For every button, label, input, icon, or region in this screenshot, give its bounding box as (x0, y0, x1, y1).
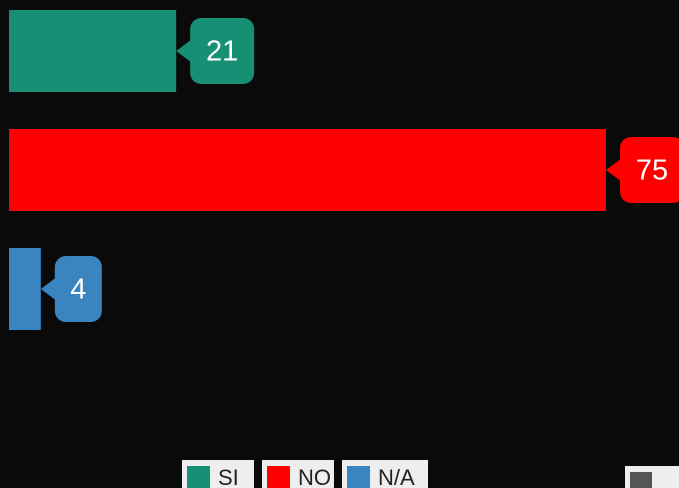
legend-swatch-partial (630, 472, 652, 488)
callout-pointer (176, 39, 193, 63)
callout (620, 137, 679, 203)
callout (190, 18, 255, 84)
legend-swatch (347, 466, 370, 488)
callout-pointer (606, 158, 622, 182)
bar (9, 10, 177, 92)
value-label: 75 (636, 155, 668, 187)
legend-label: SI (218, 465, 239, 488)
legend-swatch (267, 466, 290, 488)
bar (9, 248, 41, 330)
value-label: 21 (206, 36, 238, 68)
bar (9, 129, 606, 211)
legend-label: NO (298, 465, 331, 488)
legend-label: N/A (378, 465, 415, 488)
value-label: 4 (70, 274, 86, 306)
callout-pointer (40, 277, 57, 301)
legend-swatch (187, 466, 210, 488)
callout (54, 256, 102, 322)
